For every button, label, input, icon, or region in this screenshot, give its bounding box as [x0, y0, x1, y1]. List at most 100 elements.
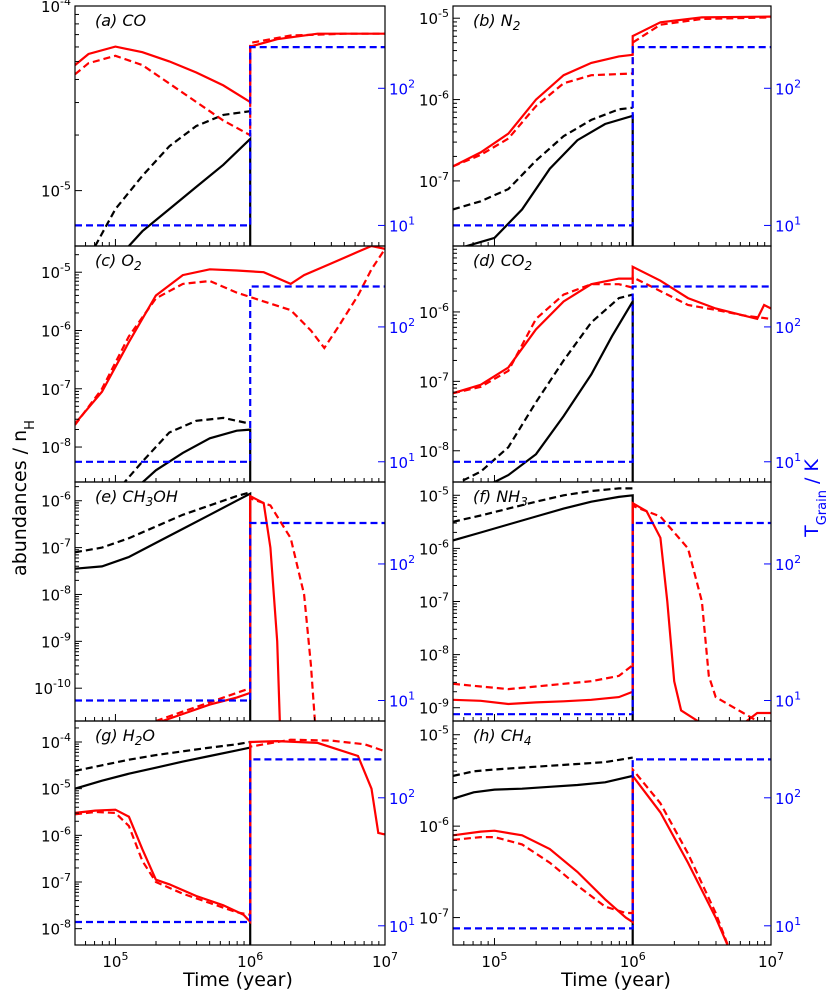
series-d-red-dashed: [453, 275, 771, 395]
rtick-label: 101: [775, 915, 801, 936]
panel-f-frame: [452, 481, 772, 722]
x-axis-title-left: Time (year): [182, 969, 293, 991]
panel-d-frame: [452, 245, 772, 483]
ytick-label: 10-8: [41, 583, 71, 604]
series-f-red-solid: [453, 501, 771, 721]
rtick-label: 102: [775, 553, 801, 574]
panel-c-title: (c) O2: [95, 251, 142, 273]
series-c-black-dashed: [123, 416, 251, 482]
panel-c-series: [75, 246, 385, 482]
ytick-label: 10-7: [41, 378, 71, 399]
ytick-label: 10-7: [419, 907, 449, 928]
ytick-label: 10-7: [419, 591, 449, 612]
series-f-black-solid: [453, 494, 634, 721]
ytick-label: 10-4: [41, 731, 71, 752]
ytick-label: 10-5: [419, 484, 449, 505]
ytick-label: 10-5: [419, 724, 449, 745]
ytick-label: 10-4: [41, 0, 71, 16]
series-d-black-solid: [492, 297, 634, 482]
ytick-label: 10-8: [419, 644, 449, 665]
ytick-label: 10-9: [419, 697, 449, 718]
ytick-label: 10-5: [41, 778, 71, 799]
ytick-label: 10-6: [419, 815, 449, 836]
panel-d-series: [453, 265, 771, 482]
ytick-label: 10-8: [41, 436, 71, 457]
rtick-label: 101: [775, 451, 801, 472]
ytick-label: 10-8: [41, 918, 71, 939]
series-g-red-solid: [75, 739, 385, 925]
series-e-T-grain: [75, 521, 385, 702]
series-f-red-dashed: [453, 504, 758, 721]
rtick-label: 102: [389, 553, 415, 574]
series-g-black-solid: [75, 746, 252, 945]
panel-b-series: [453, 15, 771, 246]
y-axis-title-main: abundances / n: [9, 430, 31, 576]
ytick-label: 10-5: [41, 261, 71, 282]
x-axis-title-right: Time (year): [560, 969, 671, 991]
right-axis-title-sub: Grain: [815, 490, 830, 525]
y-axis-title-sub: H: [23, 420, 38, 430]
panel-a-series: [75, 32, 385, 246]
series-b-red-dashed: [453, 16, 771, 168]
series-e-black-solid: [75, 491, 252, 721]
right-axis-title-main: T: [801, 525, 823, 538]
xtick-label: 106: [237, 950, 263, 971]
rtick-label: 102: [775, 316, 801, 337]
series-g-T-grain: [75, 758, 385, 924]
ytick-label: 10-6: [41, 490, 71, 511]
xtick-label: 105: [481, 950, 507, 971]
panel-c-frame: [74, 245, 386, 483]
ytick-label: 10-7: [41, 871, 71, 892]
series-h-black-dashed: [453, 756, 633, 777]
series-f-black-dashed: [453, 487, 633, 523]
rtick-label: 101: [775, 690, 801, 711]
ytick-label: 10-8: [419, 440, 449, 461]
xtick-label: 105: [102, 950, 128, 971]
panel-g-series: [75, 738, 385, 945]
series-a-black-dashed: [94, 110, 251, 246]
panel-e-title: (e) CH3OH: [95, 487, 178, 509]
series-d-black-dashed: [457, 293, 633, 482]
series-e-black-dashed: [75, 491, 251, 554]
series-b-black-solid: [463, 114, 634, 246]
series-a-T-grain: [75, 46, 385, 227]
ytick-label: 10-6: [419, 301, 449, 322]
series-g-red-dashed: [75, 738, 385, 917]
ytick-label: 10-6: [419, 537, 449, 558]
panel-d-title: (d) CO2: [473, 251, 532, 273]
series-c-T-grain: [75, 285, 385, 463]
panel-e-series: [75, 491, 385, 721]
rtick-label: 102: [389, 787, 415, 808]
series-e-red-dashed: [155, 496, 316, 721]
ytick-label: 10-6: [41, 319, 71, 340]
series-f-T-grain: [453, 521, 771, 716]
y-axis-title: abundances / nH: [9, 420, 38, 576]
rtick-label: 101: [389, 214, 415, 235]
series-h-red-dashed: [453, 766, 729, 945]
panel-d: 10-6 10-7 10-8 101 102 (d) CO2: [419, 245, 801, 483]
series-a-black-solid: [128, 136, 252, 246]
panel-e: 10-6 10-7 10-8 10-9 10-10 101 102 (e) CH3OH: [34, 481, 415, 722]
rtick-label: 102: [389, 316, 415, 337]
ytick-label: 10-5: [419, 7, 449, 28]
series-a-red-solid: [75, 32, 385, 104]
panel-h-title: (h) CH4: [473, 726, 532, 748]
series-h-black-solid: [453, 774, 634, 945]
panel-f: 10-5 10-6 10-7 10-8 10-9 101 102 (f) NH3: [419, 481, 801, 722]
panel-a-frame: [74, 5, 386, 247]
ytick-label: 10-7: [419, 370, 449, 391]
right-axis-title: TGrain / K: [801, 459, 830, 538]
panel-h-series: [453, 756, 771, 945]
xtick-label: 106: [620, 950, 646, 971]
panel-g-title: (g) H2O: [95, 726, 155, 748]
rtick-label: 102: [389, 77, 415, 98]
rtick-label: 101: [389, 690, 415, 711]
panel-g: 10-4 10-5 10-6 10-7 10-8 101 102 105 106 107 (g) H…: [41, 720, 415, 971]
ytick-label: 10-6: [41, 824, 71, 845]
panel-f-series: [453, 487, 771, 721]
panel-f-title: (f) NH3: [473, 487, 528, 509]
series-e-red-solid: [159, 494, 281, 721]
series-h-red-solid: [453, 772, 729, 945]
